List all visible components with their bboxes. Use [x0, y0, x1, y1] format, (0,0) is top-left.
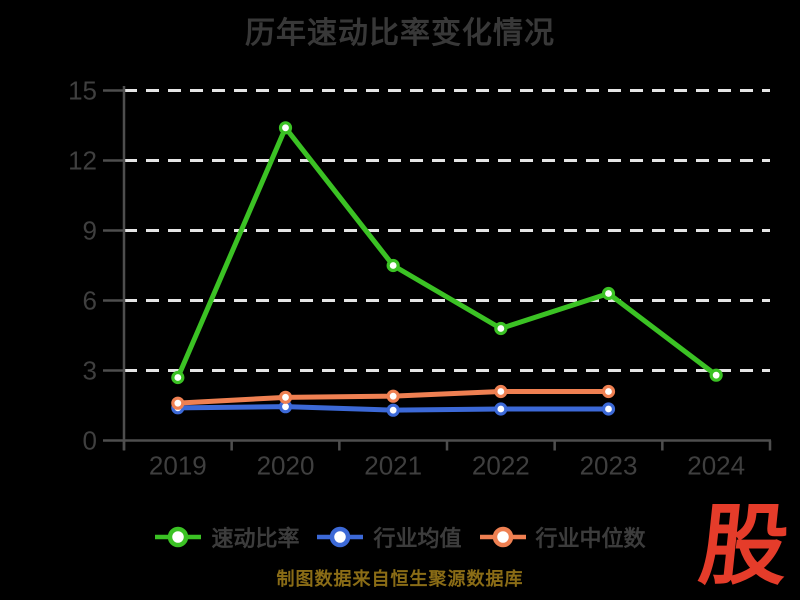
legend-label-quick-ratio: 速动比率	[211, 526, 300, 551]
svg-text:2023: 2023	[580, 451, 638, 481]
svg-text:3: 3	[83, 356, 97, 386]
chart-title: 历年速动比率变化情况	[245, 17, 555, 50]
industry-median-legend-marker-icon	[479, 526, 526, 548]
quick-ratio-legend-marker-icon	[155, 526, 202, 548]
svg-text:2024: 2024	[687, 451, 745, 481]
svg-text:12: 12	[68, 146, 97, 176]
svg-text:15: 15	[68, 76, 97, 106]
industry-average-legend-marker-icon	[317, 526, 364, 548]
svg-text:0: 0	[83, 426, 97, 456]
svg-text:2020: 2020	[257, 451, 315, 481]
chart-legend: 速动比率 行业均值 行业中位数	[0, 521, 800, 553]
svg-text:9: 9	[83, 216, 97, 246]
legend-item-quick-ratio: 速动比率	[154, 521, 299, 553]
legend-item-industry-median: 行业中位数	[479, 521, 646, 553]
legend-label-industry-average: 行业均值	[373, 526, 462, 551]
legend-item-industry-average: 行业均值	[316, 521, 462, 553]
svg-text:6: 6	[83, 286, 97, 316]
svg-text:2021: 2021	[364, 451, 422, 481]
svg-text:2019: 2019	[149, 451, 207, 481]
data-source-caption: 制图数据来自恒生聚源数据库	[276, 569, 524, 589]
svg-text:2022: 2022	[472, 451, 530, 481]
legend-label-industry-median: 行业中位数	[535, 526, 646, 551]
gu-logo: 股	[694, 496, 794, 595]
